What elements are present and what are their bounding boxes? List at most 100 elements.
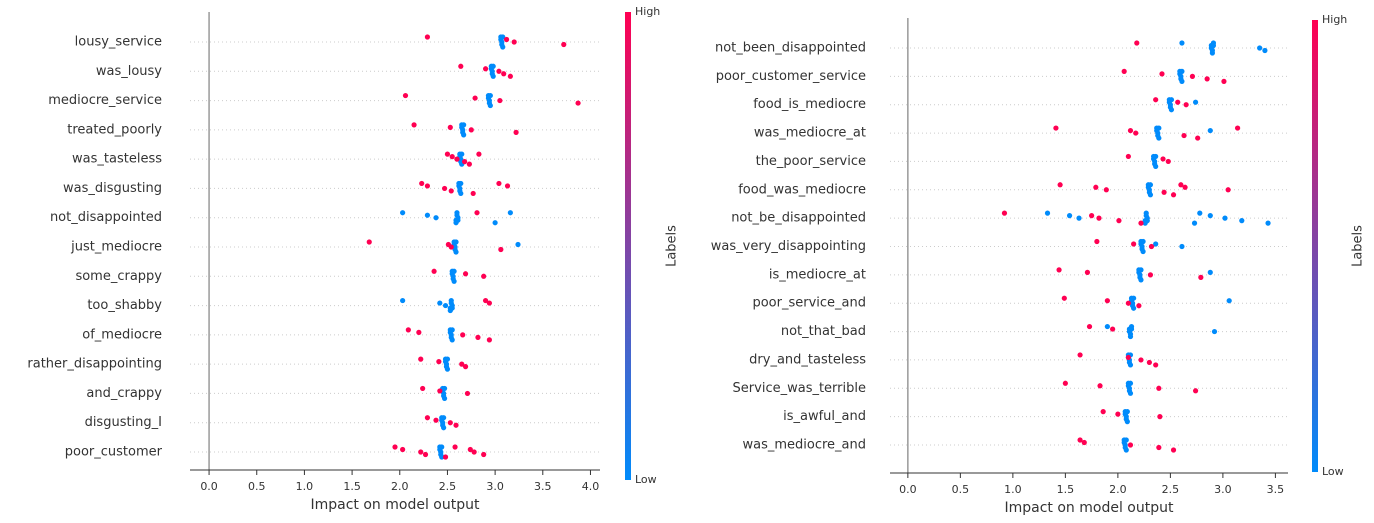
colorbar-label: Labels bbox=[1351, 225, 1366, 267]
high-dot bbox=[424, 183, 431, 189]
feature-label: just_mediocre bbox=[70, 240, 162, 255]
low-dot bbox=[455, 217, 461, 223]
high-dot bbox=[1183, 102, 1189, 108]
feature-label: food_was_mediocre bbox=[738, 182, 866, 197]
high-dot bbox=[1138, 220, 1144, 226]
high-dot bbox=[1081, 439, 1087, 446]
low-dot bbox=[487, 92, 493, 99]
low-dot bbox=[1168, 97, 1175, 103]
low-dot bbox=[1226, 298, 1232, 304]
low-dot bbox=[458, 180, 464, 187]
high-dot bbox=[459, 361, 465, 367]
low-dot bbox=[1156, 135, 1162, 141]
low-dot bbox=[442, 302, 449, 309]
low-dot bbox=[1076, 215, 1082, 221]
low-dot bbox=[1127, 390, 1134, 396]
high-dot bbox=[1056, 267, 1062, 273]
low-dot bbox=[441, 395, 448, 402]
low-dot bbox=[1131, 305, 1137, 311]
feature-label: lousy_service bbox=[75, 35, 162, 50]
high-dot bbox=[1089, 213, 1095, 219]
high-dot bbox=[1103, 187, 1109, 193]
low-dot bbox=[1127, 362, 1134, 368]
high-dot bbox=[475, 334, 481, 340]
high-dot bbox=[460, 332, 466, 338]
low-dot bbox=[461, 132, 467, 138]
high-dot bbox=[1104, 298, 1110, 304]
high-dot bbox=[1195, 135, 1201, 141]
feature-label: was_mediocre_at bbox=[754, 126, 866, 141]
colorbar-label: Labels bbox=[665, 225, 680, 267]
high-dot bbox=[467, 446, 473, 453]
low-dot bbox=[1209, 50, 1215, 56]
high-dot bbox=[1170, 447, 1177, 453]
high-dot bbox=[1198, 274, 1204, 280]
low-dot bbox=[1124, 419, 1130, 425]
low-dot bbox=[441, 425, 447, 431]
feature-label: was_mediocre_and bbox=[742, 438, 866, 453]
feature-label: poor_customer bbox=[65, 445, 163, 460]
low-dot bbox=[1207, 127, 1213, 134]
high-dot bbox=[474, 210, 480, 216]
high-dot bbox=[1097, 383, 1103, 389]
high-dot bbox=[1125, 300, 1131, 306]
high-dot bbox=[1127, 442, 1134, 448]
low-dot bbox=[500, 44, 506, 50]
feature-label: poor_service_and bbox=[752, 296, 866, 311]
high-dot bbox=[1086, 323, 1093, 330]
high-dot bbox=[1133, 130, 1139, 136]
colorbar-low: Low bbox=[635, 473, 657, 486]
low-dot bbox=[1197, 210, 1203, 216]
high-dot bbox=[447, 124, 453, 130]
high-dot bbox=[482, 297, 489, 304]
high-dot bbox=[448, 188, 454, 194]
high-dot bbox=[497, 97, 503, 104]
high-dot bbox=[503, 36, 510, 43]
high-dot bbox=[511, 39, 517, 45]
low-dot bbox=[1207, 269, 1213, 275]
high-dot bbox=[1160, 156, 1166, 162]
feature-label: is_mediocre_at bbox=[769, 267, 866, 282]
high-dot bbox=[1077, 437, 1083, 443]
low-dot bbox=[1153, 163, 1159, 170]
feature-label: some_crappy bbox=[75, 269, 162, 284]
high-dot bbox=[496, 180, 502, 187]
high-dot bbox=[513, 129, 519, 135]
high-dot bbox=[496, 68, 502, 74]
high-dot bbox=[1146, 359, 1152, 366]
high-dot bbox=[575, 100, 581, 106]
high-dot bbox=[507, 73, 513, 79]
high-dot bbox=[476, 151, 482, 157]
high-dot bbox=[1116, 218, 1122, 224]
low-dot bbox=[1239, 218, 1245, 224]
high-dot bbox=[449, 154, 455, 160]
feature-label: not_disappointed bbox=[50, 210, 162, 225]
low-dot bbox=[1168, 107, 1175, 113]
high-dot bbox=[468, 127, 474, 133]
high-dot bbox=[1178, 182, 1184, 188]
high-dot bbox=[1234, 125, 1241, 131]
feature-label: the_poor_service bbox=[756, 154, 866, 169]
high-dot bbox=[1136, 303, 1142, 309]
high-dot bbox=[1084, 269, 1091, 275]
feature-label: is_awful_and bbox=[783, 409, 866, 424]
high-dot bbox=[466, 161, 472, 167]
high-dot bbox=[1192, 388, 1199, 394]
low-dot bbox=[1147, 182, 1154, 188]
low-dot bbox=[449, 327, 455, 333]
high-dot bbox=[1134, 40, 1140, 46]
high-dot bbox=[448, 244, 454, 250]
low-dot bbox=[492, 220, 498, 226]
high-dot bbox=[447, 420, 453, 426]
low-dot bbox=[1127, 380, 1134, 386]
x-axis-label: Impact on model output bbox=[1005, 500, 1174, 516]
high-dot bbox=[402, 92, 409, 99]
high-dot bbox=[418, 449, 424, 455]
x-tick-label: 2.0 bbox=[391, 480, 409, 493]
feature-label: too_shabby bbox=[87, 298, 162, 313]
low-dot bbox=[1147, 192, 1154, 198]
colorbar-high: High bbox=[635, 5, 660, 18]
high-dot bbox=[405, 327, 411, 333]
high-dot bbox=[420, 385, 426, 392]
low-dot bbox=[1156, 125, 1162, 131]
